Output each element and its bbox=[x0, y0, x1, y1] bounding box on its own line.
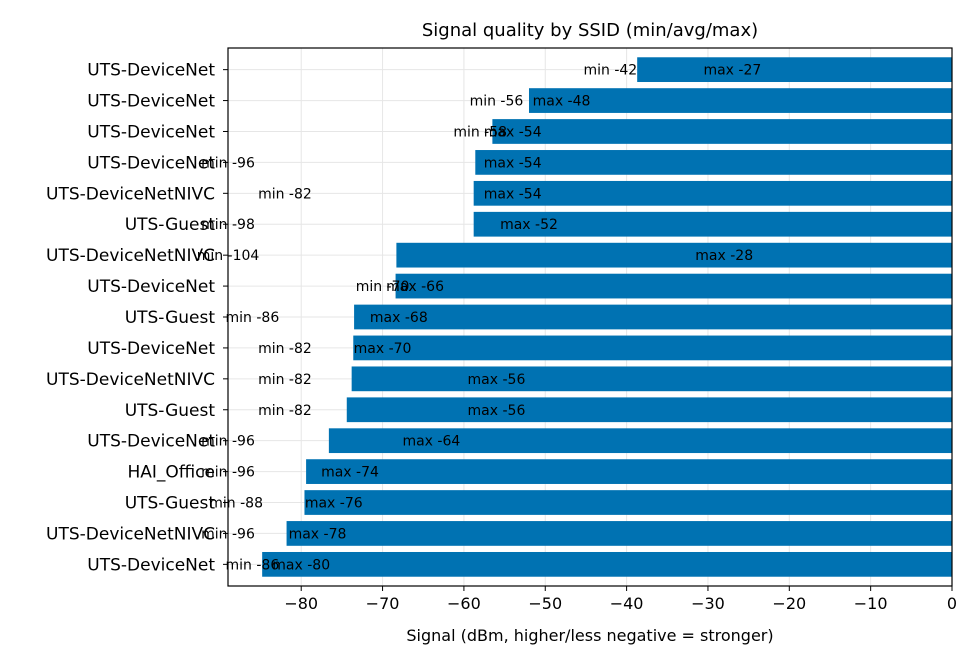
x-tick-layer: −80 −70 −60 −50 −40 −30 −20 −10 0 bbox=[284, 586, 957, 613]
min-label: min -82 bbox=[258, 341, 312, 357]
min-label: min -70 bbox=[356, 279, 410, 295]
max-label: max -70 bbox=[354, 341, 412, 357]
bar bbox=[351, 366, 953, 392]
y-tick-layer: UTS-DeviceNet UTS-DeviceNet UTS-DeviceNet U… bbox=[46, 61, 228, 575]
max-label: max -56 bbox=[468, 403, 526, 419]
y-tick-label: UTS-DeviceNetNIVC bbox=[46, 524, 215, 544]
min-label: min -86 bbox=[226, 557, 280, 573]
max-label: max -28 bbox=[695, 248, 753, 264]
y-tick-label: UTS-DeviceNet bbox=[87, 153, 215, 173]
x-tick-label: −80 bbox=[284, 594, 318, 613]
y-tick-label: HAI_Office bbox=[127, 463, 215, 483]
y-tick-label: UTS-DeviceNet bbox=[87, 432, 215, 452]
x-tick-label: −50 bbox=[528, 594, 562, 613]
min-label: min -42 bbox=[583, 63, 637, 79]
y-tick-label: UTS-DeviceNet bbox=[87, 122, 215, 142]
x-tick-label: −20 bbox=[772, 594, 806, 613]
bar bbox=[304, 490, 952, 515]
max-label: max -74 bbox=[321, 465, 379, 481]
max-label: max -48 bbox=[533, 94, 591, 110]
bar bbox=[492, 119, 952, 144]
max-label: max -80 bbox=[272, 557, 330, 573]
x-axis-label: Signal (dBm, higher/less negative = stro… bbox=[406, 626, 773, 645]
max-label: max -64 bbox=[402, 434, 460, 450]
x-tick-label: 0 bbox=[947, 594, 957, 613]
max-label: max -54 bbox=[484, 186, 542, 202]
max-label: max -54 bbox=[484, 155, 542, 171]
min-label: min -82 bbox=[258, 372, 312, 388]
bars-layer bbox=[262, 57, 953, 577]
y-tick-label: UTS-DeviceNet bbox=[87, 61, 215, 81]
min-label: min -56 bbox=[470, 94, 524, 110]
y-tick-label: UTS-Guest bbox=[125, 308, 216, 328]
max-label: max -56 bbox=[468, 372, 526, 388]
x-tick-label: −60 bbox=[447, 594, 481, 613]
min-label: min -86 bbox=[226, 310, 280, 326]
y-tick-label: UTS-DeviceNet bbox=[87, 555, 215, 575]
y-tick-label: UTS-DeviceNet bbox=[87, 92, 215, 112]
max-label: max -68 bbox=[370, 310, 428, 326]
y-tick-label: UTS-DeviceNetNIVC bbox=[46, 370, 215, 390]
min-label: min -58 bbox=[453, 124, 507, 140]
max-label: max -66 bbox=[386, 279, 444, 295]
min-label: min -88 bbox=[209, 496, 263, 512]
bar bbox=[473, 180, 952, 206]
y-tick-label: UTS-DeviceNet bbox=[87, 339, 215, 359]
bar bbox=[354, 304, 953, 330]
bar bbox=[328, 428, 952, 454]
max-label: max -52 bbox=[500, 217, 558, 233]
bar bbox=[346, 397, 952, 423]
y-tick-label: UTS-DeviceNetNIVC bbox=[46, 184, 215, 204]
x-tick-label: −40 bbox=[610, 594, 644, 613]
bar bbox=[353, 335, 953, 361]
max-label: max -78 bbox=[289, 526, 347, 542]
bar bbox=[286, 521, 952, 546]
bar bbox=[396, 242, 953, 268]
max-label: max -27 bbox=[703, 63, 761, 79]
bar bbox=[395, 273, 952, 299]
bar bbox=[306, 459, 953, 484]
y-tick-label: UTS-DeviceNetNIVC bbox=[46, 246, 215, 266]
bar bbox=[473, 211, 952, 237]
max-label: max -76 bbox=[305, 496, 363, 512]
bar bbox=[637, 57, 952, 83]
bar bbox=[528, 88, 952, 113]
bar bbox=[262, 551, 953, 577]
max-label: max -54 bbox=[484, 124, 542, 140]
x-tick-label: −70 bbox=[366, 594, 400, 613]
chart-title: Signal quality by SSID (min/avg/max) bbox=[422, 20, 758, 41]
x-tick-label: −10 bbox=[854, 594, 888, 613]
bar bbox=[475, 150, 952, 175]
y-tick-label: UTS-Guest bbox=[125, 215, 216, 235]
y-tick-label: UTS-Guest bbox=[125, 401, 216, 421]
y-tick-label: UTS-Guest bbox=[125, 494, 216, 514]
min-label: min -82 bbox=[258, 186, 312, 202]
x-tick-label: −30 bbox=[691, 594, 725, 613]
y-tick-label: UTS-DeviceNet bbox=[87, 277, 215, 297]
min-label: min -82 bbox=[258, 403, 312, 419]
